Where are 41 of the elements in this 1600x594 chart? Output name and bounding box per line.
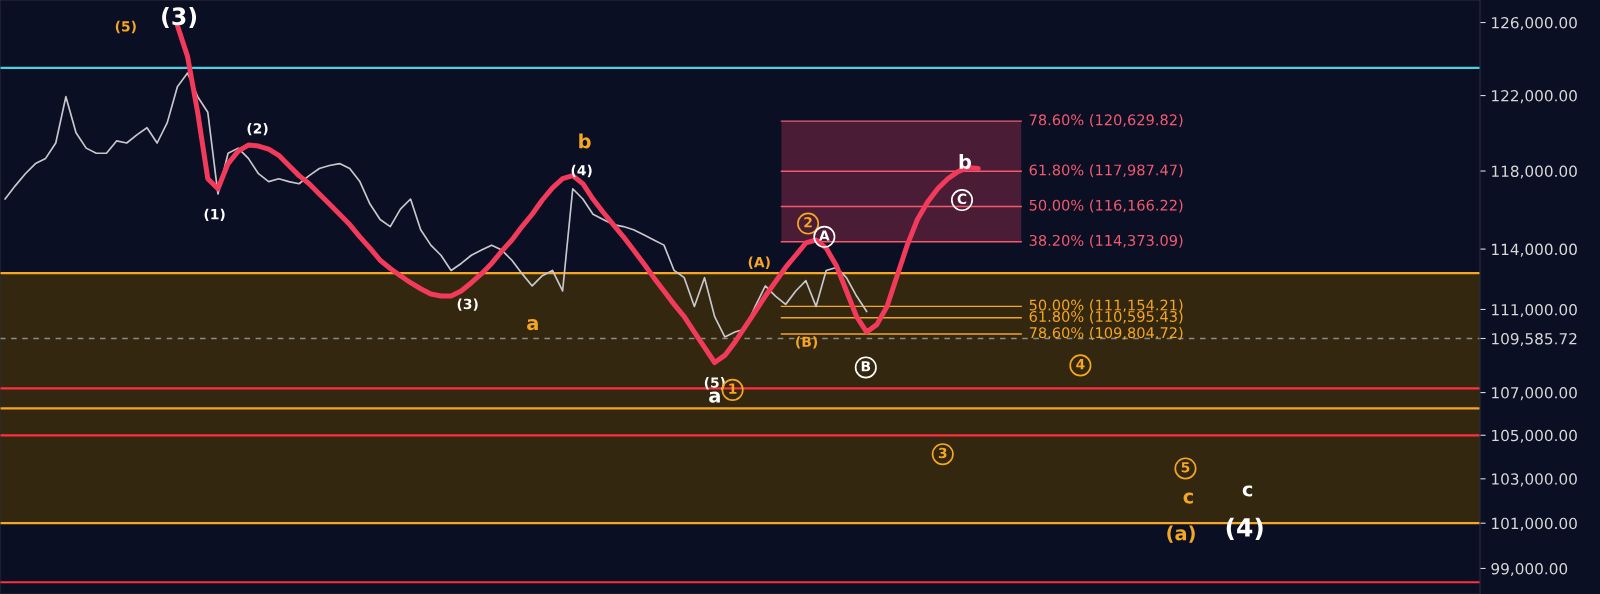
- annotation: B: [861, 361, 871, 372]
- ref-line-label: 38.20% (114,373.09): [1029, 234, 1183, 248]
- annotation: a: [527, 319, 538, 331]
- ref-line-label: 50.00% (116,166.22): [1029, 199, 1183, 213]
- y-tick-label: 111,000.00: [1492, 303, 1577, 318]
- annotation: 4: [1076, 359, 1085, 370]
- y-tick-label: 107,000.00: [1492, 387, 1577, 401]
- y-tick-label: 105,000.00: [1492, 429, 1577, 443]
- line-series: [4, 72, 868, 338]
- y-tick-label: 109,585.72: [1492, 332, 1577, 347]
- annotation: c: [1183, 492, 1193, 504]
- annotation: C: [957, 193, 967, 205]
- y-tick-label: 118,000.00: [1492, 165, 1577, 179]
- y-tick-label: 103,000.00: [1492, 473, 1577, 487]
- y-tick-label: 99,000.00: [1491, 562, 1568, 577]
- y-tick-label: 101,000.00: [1492, 517, 1577, 531]
- annotation: (4): [571, 164, 592, 178]
- annotation: A: [819, 230, 830, 241]
- annotation: b: [959, 153, 972, 169]
- annotation: (4): [1226, 517, 1263, 540]
- annotation: (A): [748, 256, 770, 269]
- annotation: (3): [162, 6, 197, 28]
- annotation: 2: [804, 217, 812, 228]
- annotation: c: [1242, 485, 1253, 497]
- annotation: 3: [938, 447, 947, 459]
- y-tick-label: 122,000.00: [1492, 90, 1577, 104]
- ref-line-label: 61.80% (117,987.47): [1029, 164, 1183, 178]
- y-tick-label: 114,000.00: [1492, 243, 1577, 257]
- annotation: (B): [796, 336, 818, 349]
- annotation: a: [709, 391, 720, 403]
- annotation: (3): [457, 298, 478, 311]
- annotation: b: [579, 133, 591, 149]
- annotation: (5): [704, 377, 725, 390]
- ref-line-label: 78.60% (109,804.72): [1029, 326, 1183, 340]
- annotation: (5): [115, 20, 136, 34]
- annotation: (a): [1167, 525, 1195, 543]
- y-tick-label: 126,000.00: [1492, 16, 1577, 31]
- ref-line-label: 78.60% (120,629.82): [1029, 114, 1183, 128]
- annotation: 5: [1181, 462, 1190, 473]
- annotation: (1): [204, 208, 225, 222]
- annotation: (2): [247, 122, 268, 136]
